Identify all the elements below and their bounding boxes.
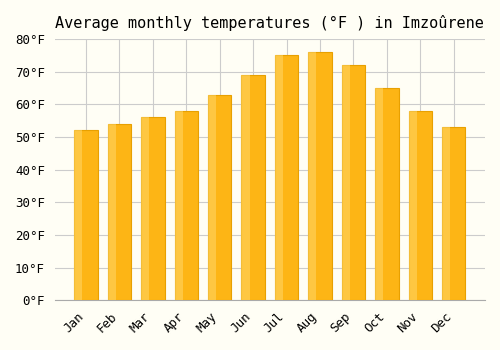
Bar bbox=[308, 52, 332, 300]
Bar bbox=[74, 131, 82, 300]
Bar bbox=[242, 75, 250, 300]
Bar bbox=[275, 55, 298, 300]
Bar bbox=[208, 94, 216, 300]
Bar bbox=[108, 124, 131, 300]
Bar bbox=[174, 111, 183, 300]
Bar bbox=[174, 111, 198, 300]
Bar bbox=[242, 75, 265, 300]
Bar bbox=[375, 88, 398, 300]
Bar bbox=[74, 131, 98, 300]
Bar bbox=[408, 111, 432, 300]
Bar bbox=[442, 127, 450, 300]
Bar bbox=[375, 88, 384, 300]
Bar bbox=[208, 94, 232, 300]
Bar bbox=[141, 118, 165, 300]
Title: Average monthly temperatures (°F ) in Imzoûrene: Average monthly temperatures (°F ) in Im… bbox=[56, 15, 484, 31]
Bar bbox=[108, 124, 116, 300]
Bar bbox=[342, 65, 365, 300]
Bar bbox=[442, 127, 466, 300]
Bar bbox=[342, 65, 350, 300]
Bar bbox=[408, 111, 417, 300]
Bar bbox=[275, 55, 283, 300]
Bar bbox=[308, 52, 316, 300]
Bar bbox=[141, 118, 150, 300]
